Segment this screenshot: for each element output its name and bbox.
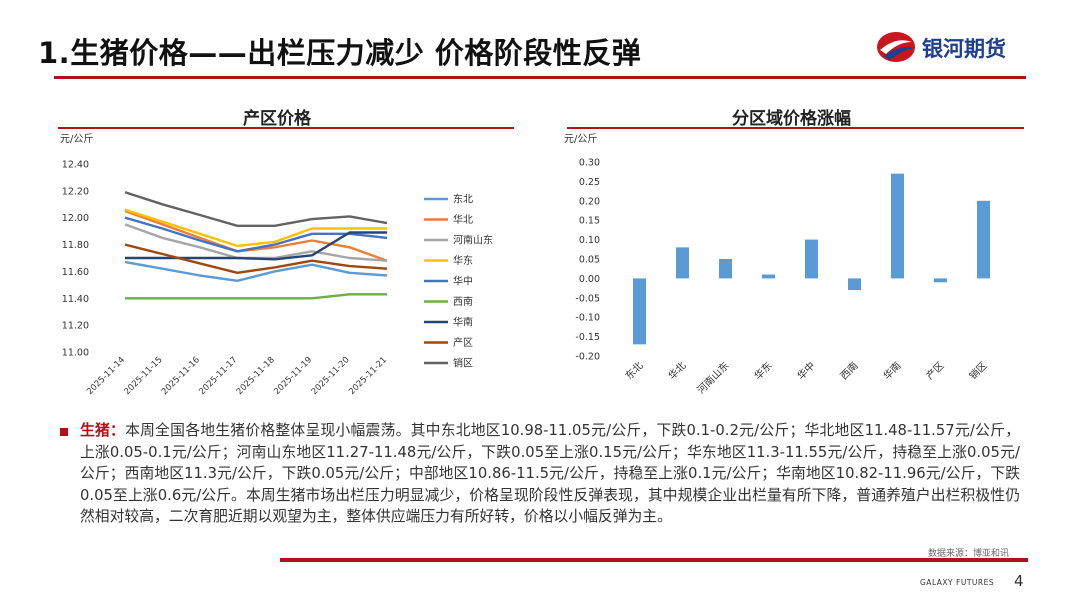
bar-华南 <box>891 173 904 279</box>
series-line-华北 <box>124 209 388 262</box>
bar-东北 <box>633 278 646 345</box>
x-tick-label: 华东 <box>751 359 774 382</box>
regional-price-line-chart: 元/公斤 11.00 11.20 11.40 11.60 11.80 12.00 12.20 1… <box>60 133 493 397</box>
bar-华中 <box>805 239 818 279</box>
analysis-label: 生猪： <box>80 422 126 439</box>
series-line-华中 <box>124 216 388 253</box>
x-tick-label: 河南山东 <box>694 359 731 396</box>
series-line-产区 <box>124 243 388 275</box>
y-tick-label: 11.60 <box>62 267 89 278</box>
y-tick-label: 12.00 <box>62 213 89 224</box>
legend-label: 华东 <box>453 254 473 267</box>
footer-divider <box>280 558 1028 562</box>
line-chart-unit: 元/公斤 <box>60 133 93 145</box>
bar-华东 <box>762 274 775 279</box>
bar-销区 <box>977 200 990 279</box>
y-tick-label: 0.15 <box>579 216 600 227</box>
x-tick-label: 华北 <box>665 359 688 382</box>
legend-label: 西南 <box>453 295 473 308</box>
bar-西南 <box>848 278 861 291</box>
data-source: 数据来源：博亚和讯 <box>928 549 1010 559</box>
footer-brand: GALAXY FUTURES <box>920 578 995 587</box>
x-tick-label: 2025-11-14 <box>85 355 127 397</box>
legend-label: 华南 <box>453 316 473 329</box>
x-tick-label: 2025-11-18 <box>235 355 277 397</box>
x-tick-label: 2025-11-20 <box>310 355 352 397</box>
x-tick-label: 2025-11-15 <box>123 355 165 397</box>
regional-change-bar-chart: 元/公斤 -0.20 -0.15 -0.10 -0.05 0.00 0.05 0.10 0.15… <box>564 133 990 396</box>
x-tick-label: 2025-11-17 <box>197 355 239 397</box>
legend-label: 华北 <box>453 213 473 226</box>
x-tick-label: 2025-11-19 <box>272 355 314 397</box>
analysis-paragraph: 生猪：本周全国各地生猪价格整体呈现小幅震荡。其中东北地区10.98-11.05元… <box>80 420 1020 528</box>
header-divider <box>54 76 1026 79</box>
line-chart-title: 产区价格 <box>243 109 311 129</box>
y-tick-label: 0.20 <box>579 196 600 207</box>
y-tick-label: 0.30 <box>579 158 600 169</box>
y-tick-label: 0.10 <box>579 235 600 246</box>
bar-河南山东 <box>719 259 732 279</box>
x-tick-label: 西南 <box>837 359 860 382</box>
y-tick-label: -0.10 <box>575 313 600 324</box>
x-tick-label: 东北 <box>622 359 645 382</box>
bar-华北 <box>676 247 689 279</box>
series-line-销区 <box>124 191 388 228</box>
series-line-东北 <box>124 260 388 283</box>
line-chart-title-rule <box>58 127 514 129</box>
bar-产区 <box>934 278 947 283</box>
y-tick-label: 12.20 <box>62 186 89 197</box>
y-tick-label: 12.40 <box>62 160 89 171</box>
y-tick-label: 0.05 <box>579 255 600 266</box>
analysis-text: 本周全国各地生猪价格整体呈现小幅震荡。其中东北地区10.98-11.05元/公斤… <box>80 422 1020 525</box>
y-tick-label: 11.00 <box>62 348 89 359</box>
legend-label: 销区 <box>453 357 473 370</box>
bar-chart-unit: 元/公斤 <box>564 133 597 145</box>
x-tick-label: 2025-11-16 <box>160 355 202 397</box>
x-tick-label: 华南 <box>880 359 903 382</box>
y-tick-label: 0.25 <box>579 177 600 188</box>
legend-label: 河南山东 <box>453 234 493 247</box>
series-line-华南 <box>125 231 387 261</box>
y-tick-label: -0.15 <box>575 332 600 343</box>
series-line-华东 <box>124 208 387 248</box>
legend-label: 东北 <box>453 193 473 206</box>
page-title: 1.生猪价格——出栏压力减少 价格阶段性反弹 <box>38 36 642 70</box>
y-tick-label: -0.20 <box>575 352 600 363</box>
x-tick-label: 华中 <box>794 359 817 382</box>
bar-chart-title-rule <box>567 127 1024 129</box>
x-tick-label: 2025-11-21 <box>347 355 389 397</box>
y-tick-label: 11.80 <box>62 240 89 251</box>
bar-chart-title: 分区域价格涨幅 <box>732 109 851 129</box>
x-tick-label: 销区 <box>966 359 989 382</box>
logo-text: 银河期货 <box>922 37 1006 61</box>
galaxy-logo-icon <box>877 32 915 62</box>
x-tick-label: 产区 <box>923 359 946 382</box>
legend-label: 产区 <box>453 336 473 349</box>
legend-label: 华中 <box>453 275 473 288</box>
bullet-icon <box>60 428 68 436</box>
company-logo: 银河期货 <box>876 28 1028 68</box>
series-line-西南 <box>125 293 387 300</box>
y-tick-label: 0.00 <box>579 274 600 285</box>
y-tick-label: 11.20 <box>62 321 89 332</box>
y-tick-label: -0.05 <box>575 293 600 304</box>
y-tick-label: 11.40 <box>62 294 89 305</box>
page-number: 4 <box>1014 572 1024 590</box>
